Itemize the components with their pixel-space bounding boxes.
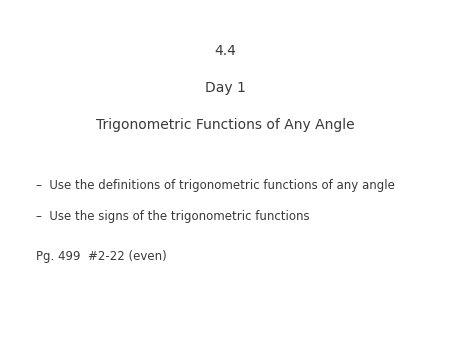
Text: Pg. 499  #2-22 (even): Pg. 499 #2-22 (even) bbox=[36, 250, 167, 263]
Text: Trigonometric Functions of Any Angle: Trigonometric Functions of Any Angle bbox=[96, 118, 354, 132]
Text: 4.4: 4.4 bbox=[214, 44, 236, 58]
Text: Day 1: Day 1 bbox=[205, 81, 245, 95]
Text: –  Use the signs of the trigonometric functions: – Use the signs of the trigonometric fun… bbox=[36, 210, 310, 222]
Text: –  Use the definitions of trigonometric functions of any angle: – Use the definitions of trigonometric f… bbox=[36, 179, 395, 192]
